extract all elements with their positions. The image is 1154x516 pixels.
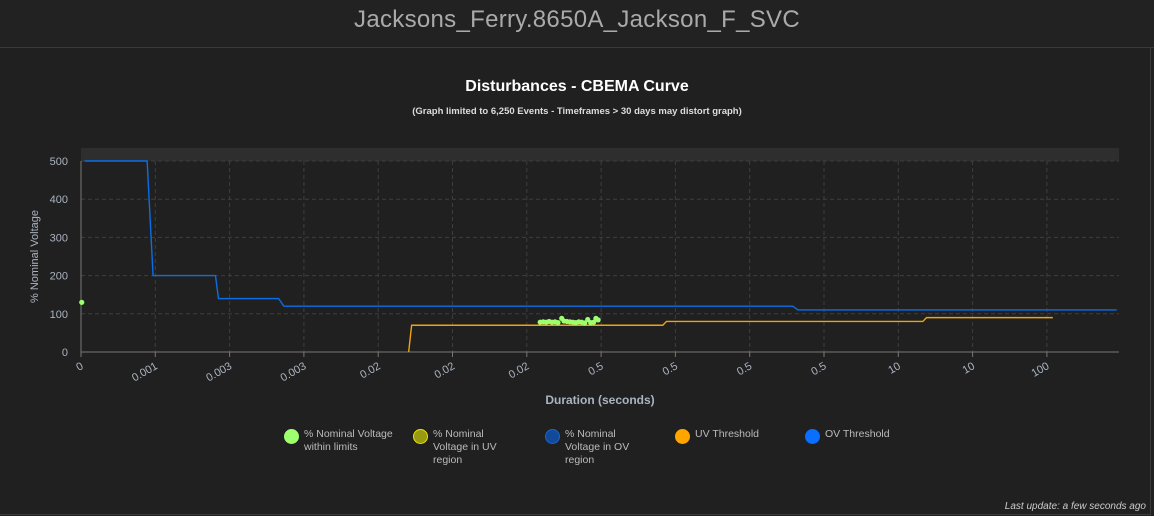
x-axis-label: Duration (seconds) (545, 393, 654, 407)
legend-item-uv-threshold[interactable]: UV Threshold (675, 428, 785, 444)
x-tick-label: 0.001 (130, 360, 160, 384)
legend-swatch (413, 429, 428, 444)
legend-item-uv-region[interactable]: % Nominal Voltage in UV region (413, 428, 513, 467)
legend: % Nominal Voltage within limits % Nomina… (0, 428, 1154, 478)
legend-label: UV Threshold (695, 428, 760, 440)
plot-top-band (81, 148, 1119, 161)
y-tick-label: 400 (50, 194, 68, 206)
x-tick-label: 0.02 (432, 360, 457, 381)
legend-label: % Nominal Voltage in OV region (565, 428, 630, 466)
legend-label: % Nominal Voltage in UV region (433, 428, 497, 466)
x-tick-label: 10 (960, 360, 977, 377)
page-title: Jacksons_Ferry.8650A_Jackson_F_SVC (354, 6, 800, 33)
data-point-nominal-voltage-within-limits (582, 320, 588, 326)
x-tick-label: 0.003 (204, 360, 234, 384)
last-update: Last update: a few seconds ago (1004, 501, 1146, 512)
x-tick-label: 10 (886, 360, 903, 377)
data-point-nominal-voltage-within-limits (595, 317, 601, 323)
legend-swatch (284, 429, 299, 444)
legend-item-within-limits[interactable]: % Nominal Voltage within limits (284, 428, 404, 454)
page-header: Jacksons_Ferry.8650A_Jackson_F_SVC (0, 0, 1154, 48)
x-tick-label: 0.5 (586, 360, 605, 378)
legend-label: % Nominal Voltage within limits (304, 428, 393, 453)
series-line-uv-threshold (407, 316, 1053, 353)
legend-item-ov-threshold[interactable]: OV Threshold (805, 428, 915, 444)
x-tick-label: 0.5 (661, 360, 680, 378)
x-tick-label: 0.5 (735, 360, 754, 378)
data-point-nominal-voltage-within-limits (79, 299, 85, 305)
y-tick-label: 500 (50, 156, 68, 168)
y-tick-label: 300 (50, 232, 68, 244)
legend-item-ov-region[interactable]: % Nominal Voltage in OV region (545, 428, 645, 467)
y-tick-label: 200 (50, 271, 68, 283)
legend-swatch (545, 429, 560, 444)
legend-label: OV Threshold (825, 428, 890, 440)
x-tick-label: 0 (74, 360, 85, 373)
series-line-ov-threshold (84, 160, 1117, 311)
data-point-nominal-voltage-within-limits (555, 319, 561, 326)
y-tick-label: 0 (62, 347, 68, 359)
legend-swatch (805, 429, 820, 444)
x-tick-label: 0.5 (809, 360, 828, 378)
data-point-nominal-voltage-within-limits (591, 319, 597, 325)
chart-subtitle: (Graph limited to 6,250 Events - Timefra… (412, 106, 742, 117)
y-axis-label: % Nominal Voltage (29, 210, 41, 303)
chart-panel (0, 48, 1151, 515)
x-tick-label: 0.02 (358, 360, 383, 381)
x-tick-label: 0.003 (279, 360, 309, 384)
legend-swatch (675, 429, 690, 444)
chart-title: Disturbances - CBEMA Curve (465, 78, 689, 95)
x-tick-label: 100 (1030, 360, 1052, 380)
x-tick-label: 0.02 (507, 360, 532, 381)
y-tick-label: 100 (50, 309, 68, 321)
